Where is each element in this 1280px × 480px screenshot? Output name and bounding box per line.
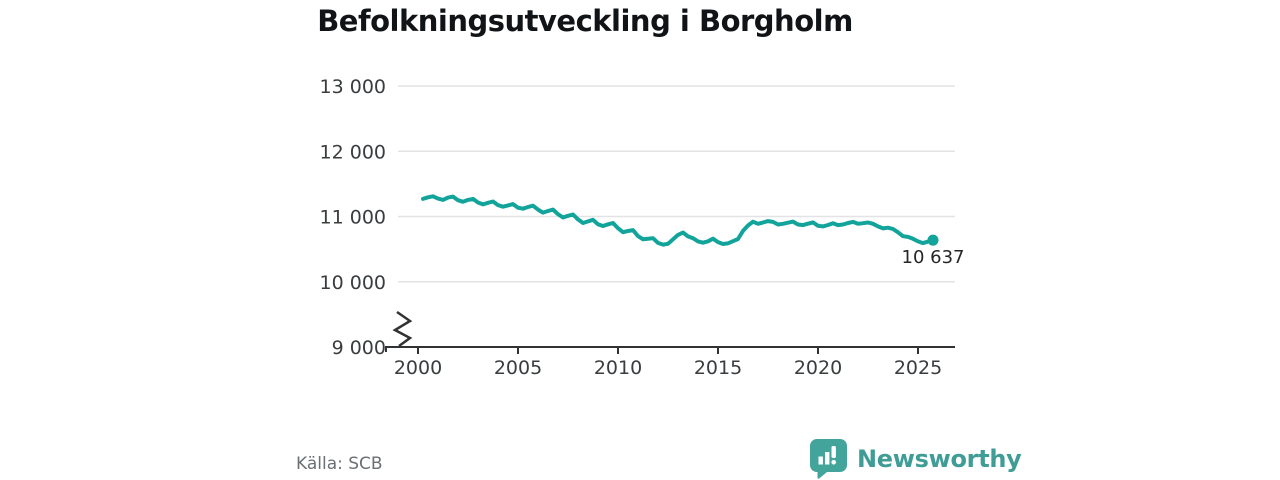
y-tick-label: 9 000 (332, 337, 386, 359)
source-label: Källa: SCB (296, 454, 383, 474)
y-tick-label: 12 000 (320, 141, 386, 163)
end-point-dot (927, 234, 939, 246)
end-point-label: 10 637 (902, 247, 965, 268)
logo-bar-tall (825, 452, 830, 465)
y-tick-label: 11 000 (320, 207, 386, 229)
x-tick-label: 2025 (894, 357, 942, 379)
x-axis-line (385, 346, 955, 352)
logo-bar-short (818, 456, 823, 465)
x-tick-label: 2015 (694, 357, 742, 379)
brand-name: Newsworthy (857, 444, 1022, 473)
axis-break-icon (392, 310, 413, 348)
y-tick-label: 10 000 (320, 272, 386, 294)
x-tick-label: 2010 (594, 357, 642, 379)
newsworthy-logo-link[interactable]: Newsworthy (810, 438, 1022, 479)
x-tick-label: 2005 (494, 357, 542, 379)
x-tick-label: 2000 (394, 357, 442, 379)
newsworthy-bubble-icon (810, 439, 847, 479)
population-line (421, 194, 935, 247)
x-tick-label: 2020 (794, 357, 842, 379)
logo-exclamation-dot (831, 460, 836, 465)
page-title: Befolkningsutveckling i Borgholm (317, 4, 853, 38)
y-tick-label: 13 000 (320, 76, 386, 98)
logo-exclamation-bar (831, 446, 836, 458)
